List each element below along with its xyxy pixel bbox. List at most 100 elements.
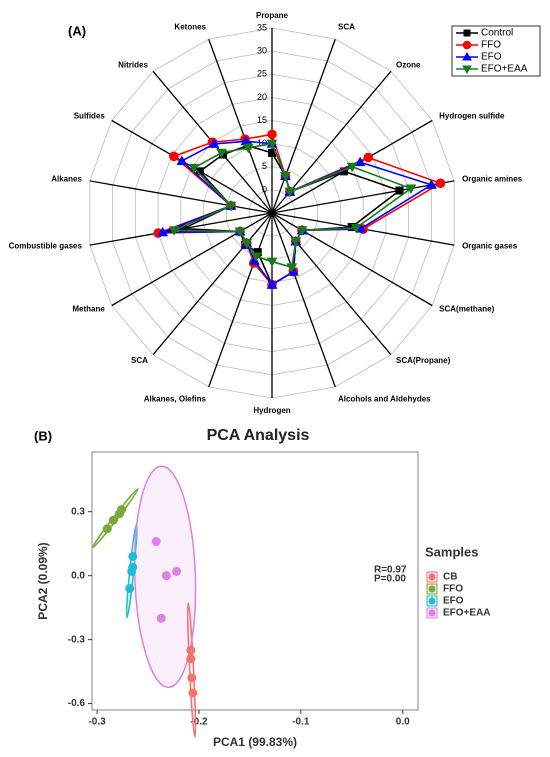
x-tick-label: -0.1 — [292, 717, 310, 728]
point — [186, 654, 196, 664]
category-label: Organic gases — [462, 242, 518, 251]
spoke — [111, 212, 273, 307]
marker — [395, 186, 404, 195]
marker — [234, 227, 246, 238]
legend-label: Control — [481, 28, 513, 39]
r-tick-label: 25 — [257, 69, 267, 79]
plot-area — [91, 451, 419, 711]
marker — [426, 179, 437, 189]
r-tick-label: 30 — [257, 46, 267, 56]
legend-label: EFO+EAA — [443, 608, 491, 619]
r-tick-label: 0 — [262, 184, 267, 194]
legend-label: CB — [443, 572, 457, 583]
spoke — [208, 212, 273, 388]
marker — [267, 129, 277, 140]
annotation: P=0.00 — [374, 574, 406, 585]
annotation: R=0.97 — [374, 565, 407, 576]
spoke — [208, 38, 273, 214]
marker — [296, 226, 308, 236]
category-label: SCA — [131, 356, 148, 365]
legend-marker — [428, 585, 436, 593]
marker — [435, 178, 446, 189]
marker — [216, 148, 227, 159]
marker — [266, 257, 278, 268]
point — [172, 566, 182, 576]
marker — [280, 172, 291, 182]
spoke — [271, 38, 336, 214]
marker — [462, 51, 472, 61]
legend-label: FFO — [443, 584, 463, 595]
category-label: Hydrogen — [253, 406, 290, 415]
marker — [266, 139, 278, 150]
category-label: Methane — [72, 305, 105, 314]
point — [125, 583, 135, 593]
spoke — [271, 212, 392, 356]
x-tick-label: -0.3 — [88, 717, 106, 728]
legend-marker — [428, 573, 436, 581]
marker — [208, 138, 220, 148]
category-label: SCA(Propane) — [396, 356, 451, 365]
y-tick-label: -0.3 — [68, 634, 86, 645]
point — [151, 537, 161, 547]
point — [161, 571, 171, 581]
y-tick-label: 0.0 — [71, 570, 85, 581]
legend-label: FFO — [481, 40, 501, 51]
spoke — [271, 212, 336, 388]
category-label: Ozone — [396, 60, 421, 69]
point — [108, 515, 118, 525]
point — [187, 673, 197, 683]
category-label: Sulfides — [74, 112, 106, 121]
category-label: Organic amines — [462, 175, 523, 184]
marker — [286, 263, 298, 273]
marker — [354, 156, 366, 167]
legend-label: EFO+EAA — [481, 64, 528, 75]
point — [128, 551, 138, 561]
category-label: Propane — [256, 11, 289, 20]
x-tick-label: 0.0 — [396, 717, 410, 728]
chart-title: PCA Analysis — [207, 427, 310, 444]
marker — [176, 155, 188, 165]
y-tick-label: -0.6 — [68, 698, 86, 709]
category-label: Hydrogen sulfide — [439, 112, 505, 121]
marker — [284, 187, 296, 198]
point — [127, 566, 137, 576]
legend-title: Samples — [425, 544, 478, 559]
x-axis-label: PCA1 (99.83%) — [213, 735, 297, 749]
r-tick-label: 35 — [257, 22, 267, 32]
marker — [157, 226, 169, 237]
marker — [346, 162, 358, 173]
category-label: Combustible gases — [9, 242, 83, 251]
marker — [405, 184, 417, 195]
category-label: SCA — [338, 23, 355, 32]
point — [102, 524, 112, 534]
legend-label: EFO — [481, 52, 502, 63]
marker — [169, 151, 179, 162]
category-label: Alkanes — [51, 175, 82, 184]
marker — [225, 201, 237, 212]
marker — [462, 65, 472, 75]
category-label: Alcohols and Aldehydes — [338, 394, 431, 403]
marker — [266, 279, 278, 289]
marker — [250, 252, 262, 262]
marker — [363, 152, 373, 163]
marker — [350, 223, 362, 234]
point — [117, 505, 127, 515]
legend-label: EFO — [443, 596, 464, 607]
marker — [188, 163, 200, 174]
category-label: Alkanes, Olefins — [144, 394, 207, 403]
marker — [290, 237, 302, 247]
category-label: Nitrides — [118, 60, 148, 69]
panel-label: (A) — [68, 23, 86, 38]
y-tick-label: 0.3 — [71, 506, 85, 517]
marker — [463, 29, 471, 37]
category-label: SCA(methane) — [439, 305, 494, 314]
panel-label: (B) — [34, 428, 52, 443]
point — [156, 613, 166, 623]
legend-marker — [428, 609, 436, 617]
marker — [242, 143, 254, 154]
x-tick-label: -0.2 — [190, 717, 208, 728]
category-label: Ketones — [174, 23, 206, 32]
marker — [462, 40, 472, 50]
r-tick-label: 5 — [262, 161, 267, 171]
